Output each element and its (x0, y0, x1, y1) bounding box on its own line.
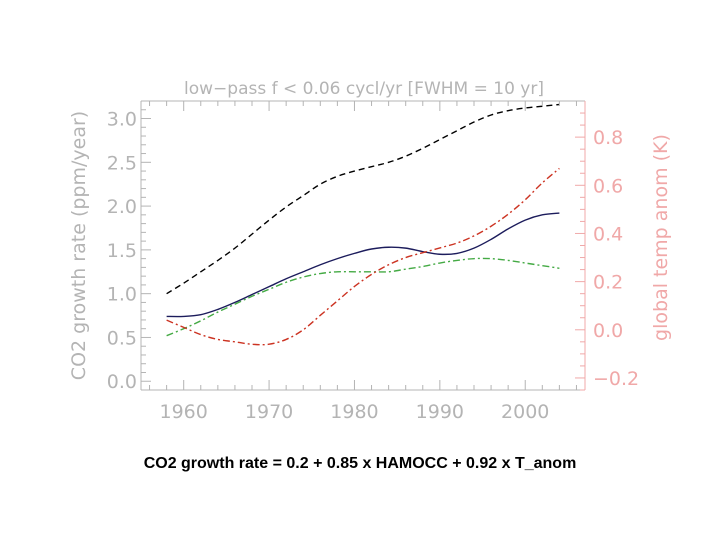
caption: CO2 growth rate = 0.2 + 0.85 x HAMOCC + … (143, 455, 577, 472)
y-tick-label: 2.0 (107, 196, 137, 218)
series-line-2 (166, 212, 560, 318)
x-tick-label: 2000 (501, 401, 549, 423)
y-tick-label: 0.5 (107, 327, 137, 349)
y2-tick-label: −0.2 (593, 368, 639, 390)
x-tick-label: 1980 (330, 401, 378, 423)
y-tick-label: 2.5 (107, 152, 137, 174)
y2-tick-label: 0.6 (593, 175, 623, 197)
y-tick-label: 3.0 (107, 109, 137, 131)
series-line-1 (166, 103, 560, 295)
x-tick-label: 1960 (160, 401, 208, 423)
ticks-group: 1960 1970 1980 1990 2000 0.0 0.5 1.0 1.5 2.0 2.5 3.… (107, 100, 639, 423)
chart: low−pass f < 0.06 cycl/yr [FWHM = 10 yr]… (68, 79, 672, 423)
series-group (166, 103, 560, 346)
y2-axis-title: global temp anom (K) (650, 134, 672, 341)
y-axis-title: CO2 growth rate (ppm/year) (68, 111, 90, 380)
chart-title: low−pass f < 0.06 cycl/yr [FWHM = 10 yr] (184, 79, 544, 99)
y2-tick-label: 0.4 (593, 223, 623, 245)
axes-group (140, 100, 586, 391)
series-line-4 (166, 167, 560, 346)
series-line-3 (166, 257, 560, 337)
y2-tick-label: 0.0 (593, 320, 623, 342)
x-tick-label: 1970 (245, 401, 293, 423)
y-tick-label: 0.0 (107, 371, 137, 393)
y-tick-label: 1.0 (107, 284, 137, 306)
y-tick-label: 1.5 (107, 240, 137, 262)
x-tick-label: 1990 (416, 401, 464, 423)
y2-tick-label: 0.2 (593, 272, 623, 294)
y2-tick-label: 0.8 (593, 127, 623, 149)
